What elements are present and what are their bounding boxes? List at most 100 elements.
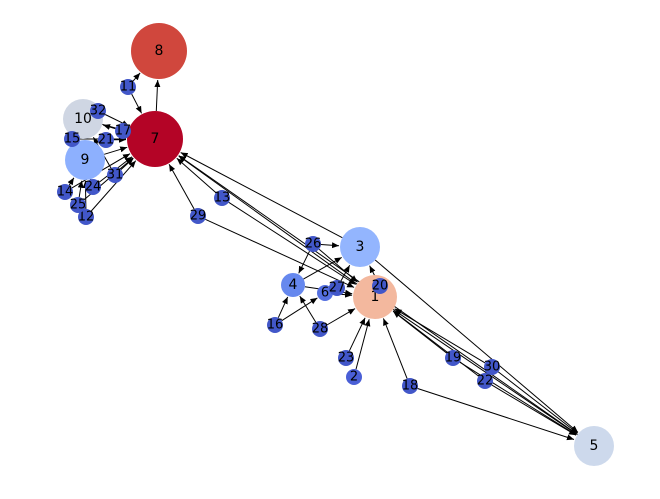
node-label-25: 25 bbox=[70, 198, 87, 213]
edge-27-3 bbox=[340, 265, 351, 282]
edge-31-7 bbox=[120, 158, 134, 170]
edge-25-9 bbox=[77, 180, 84, 198]
edge-3-7 bbox=[180, 152, 343, 239]
node-30: 30 bbox=[484, 359, 501, 375]
node-16: 16 bbox=[267, 317, 284, 333]
node-9: 9 bbox=[65, 140, 105, 180]
node-circle-26 bbox=[305, 236, 321, 252]
node-label-1: 1 bbox=[371, 289, 380, 305]
node-label-12: 12 bbox=[78, 210, 95, 225]
node-circle-11 bbox=[120, 79, 136, 95]
edge-2-1 bbox=[355, 319, 371, 370]
node-circle-20 bbox=[372, 278, 388, 294]
node-label-8: 8 bbox=[155, 43, 164, 59]
node-label-28: 28 bbox=[312, 322, 329, 337]
node-label-31: 31 bbox=[107, 168, 124, 183]
edge-16-4 bbox=[277, 296, 289, 318]
node-label-5: 5 bbox=[590, 438, 599, 454]
node-circle-8 bbox=[131, 23, 187, 79]
node-21: 21 bbox=[98, 132, 115, 148]
node-circle-9 bbox=[65, 140, 105, 180]
node-22: 22 bbox=[477, 373, 494, 389]
node-label-4: 4 bbox=[289, 277, 298, 293]
node-circle-32 bbox=[90, 103, 106, 119]
edge-12-7 bbox=[90, 160, 137, 212]
node-11: 11 bbox=[120, 79, 137, 95]
edge-11-7 bbox=[131, 93, 143, 114]
node-17: 17 bbox=[115, 123, 131, 139]
node-26: 26 bbox=[305, 236, 322, 252]
node-5: 5 bbox=[574, 426, 614, 466]
node-circle-19 bbox=[445, 350, 461, 366]
edge-26-1 bbox=[318, 248, 358, 283]
node-circle-18 bbox=[402, 378, 418, 394]
node-label-29: 29 bbox=[190, 209, 207, 224]
node-circle-17 bbox=[115, 123, 131, 139]
edge-4-3 bbox=[303, 256, 342, 280]
node-circle-2 bbox=[346, 369, 362, 385]
edge-29-1 bbox=[205, 218, 355, 288]
node-25: 25 bbox=[70, 197, 87, 213]
edge-18-5 bbox=[417, 388, 575, 441]
node-circle-3 bbox=[340, 227, 380, 267]
node-label-13: 13 bbox=[214, 191, 231, 206]
edge-19-5 bbox=[459, 361, 577, 436]
node-circle-21 bbox=[98, 132, 114, 148]
edge-13-7 bbox=[176, 157, 217, 194]
node-28: 28 bbox=[312, 321, 329, 337]
node-24: 24 bbox=[85, 179, 102, 195]
node-circle-15 bbox=[64, 131, 80, 147]
node-31: 31 bbox=[107, 167, 124, 183]
node-2: 2 bbox=[346, 369, 362, 385]
edge-7-8 bbox=[154, 79, 161, 112]
node-circle-7 bbox=[127, 111, 183, 167]
node-label-26: 26 bbox=[305, 237, 322, 252]
node-label-18: 18 bbox=[402, 379, 419, 394]
edge-30-5 bbox=[497, 371, 578, 434]
edge-9-7 bbox=[104, 146, 128, 155]
edge-3-5 bbox=[374, 259, 579, 433]
edge-23-1 bbox=[348, 317, 366, 352]
node-20: 20 bbox=[372, 278, 389, 294]
edge-16-6 bbox=[281, 297, 318, 322]
node-label-20: 20 bbox=[372, 279, 389, 294]
node-label-27: 27 bbox=[329, 281, 346, 296]
node-12: 12 bbox=[78, 209, 95, 225]
node-circle-4 bbox=[281, 273, 305, 297]
node-label-30: 30 bbox=[484, 360, 501, 375]
node-label-7: 7 bbox=[151, 131, 160, 147]
node-label-24: 24 bbox=[85, 180, 102, 195]
node-label-23: 23 bbox=[338, 351, 355, 366]
node-circle-24 bbox=[85, 179, 101, 195]
node-3: 3 bbox=[340, 227, 380, 267]
node-circle-22 bbox=[477, 373, 493, 389]
node-circle-12 bbox=[78, 209, 94, 225]
node-18: 18 bbox=[402, 378, 419, 394]
node-circle-30 bbox=[484, 359, 500, 375]
node-label-14: 14 bbox=[57, 185, 74, 200]
node-circle-5 bbox=[574, 426, 614, 466]
edge-11-8 bbox=[132, 72, 141, 82]
node-circle-13 bbox=[214, 190, 230, 206]
edge-29-7 bbox=[168, 164, 195, 210]
node-32: 32 bbox=[90, 103, 106, 119]
node-label-22: 22 bbox=[477, 374, 494, 389]
node-circle-25 bbox=[70, 197, 86, 213]
node-label-10: 10 bbox=[74, 111, 92, 127]
node-8: 8 bbox=[131, 23, 187, 79]
node-14: 14 bbox=[57, 184, 74, 200]
edge-26-4 bbox=[298, 250, 310, 274]
edge-26-3 bbox=[320, 242, 340, 249]
node-23: 23 bbox=[338, 350, 355, 366]
node-19: 19 bbox=[445, 350, 462, 366]
node-label-16: 16 bbox=[267, 318, 284, 333]
edge-22-1 bbox=[392, 310, 479, 377]
node-circle-28 bbox=[312, 321, 328, 337]
node-label-21: 21 bbox=[98, 133, 115, 148]
node-label-11: 11 bbox=[120, 80, 137, 95]
node-label-2: 2 bbox=[350, 370, 358, 385]
node-27: 27 bbox=[329, 280, 346, 296]
node-label-19: 19 bbox=[445, 351, 462, 366]
node-29: 29 bbox=[190, 208, 207, 224]
edge-14-9 bbox=[67, 177, 75, 186]
